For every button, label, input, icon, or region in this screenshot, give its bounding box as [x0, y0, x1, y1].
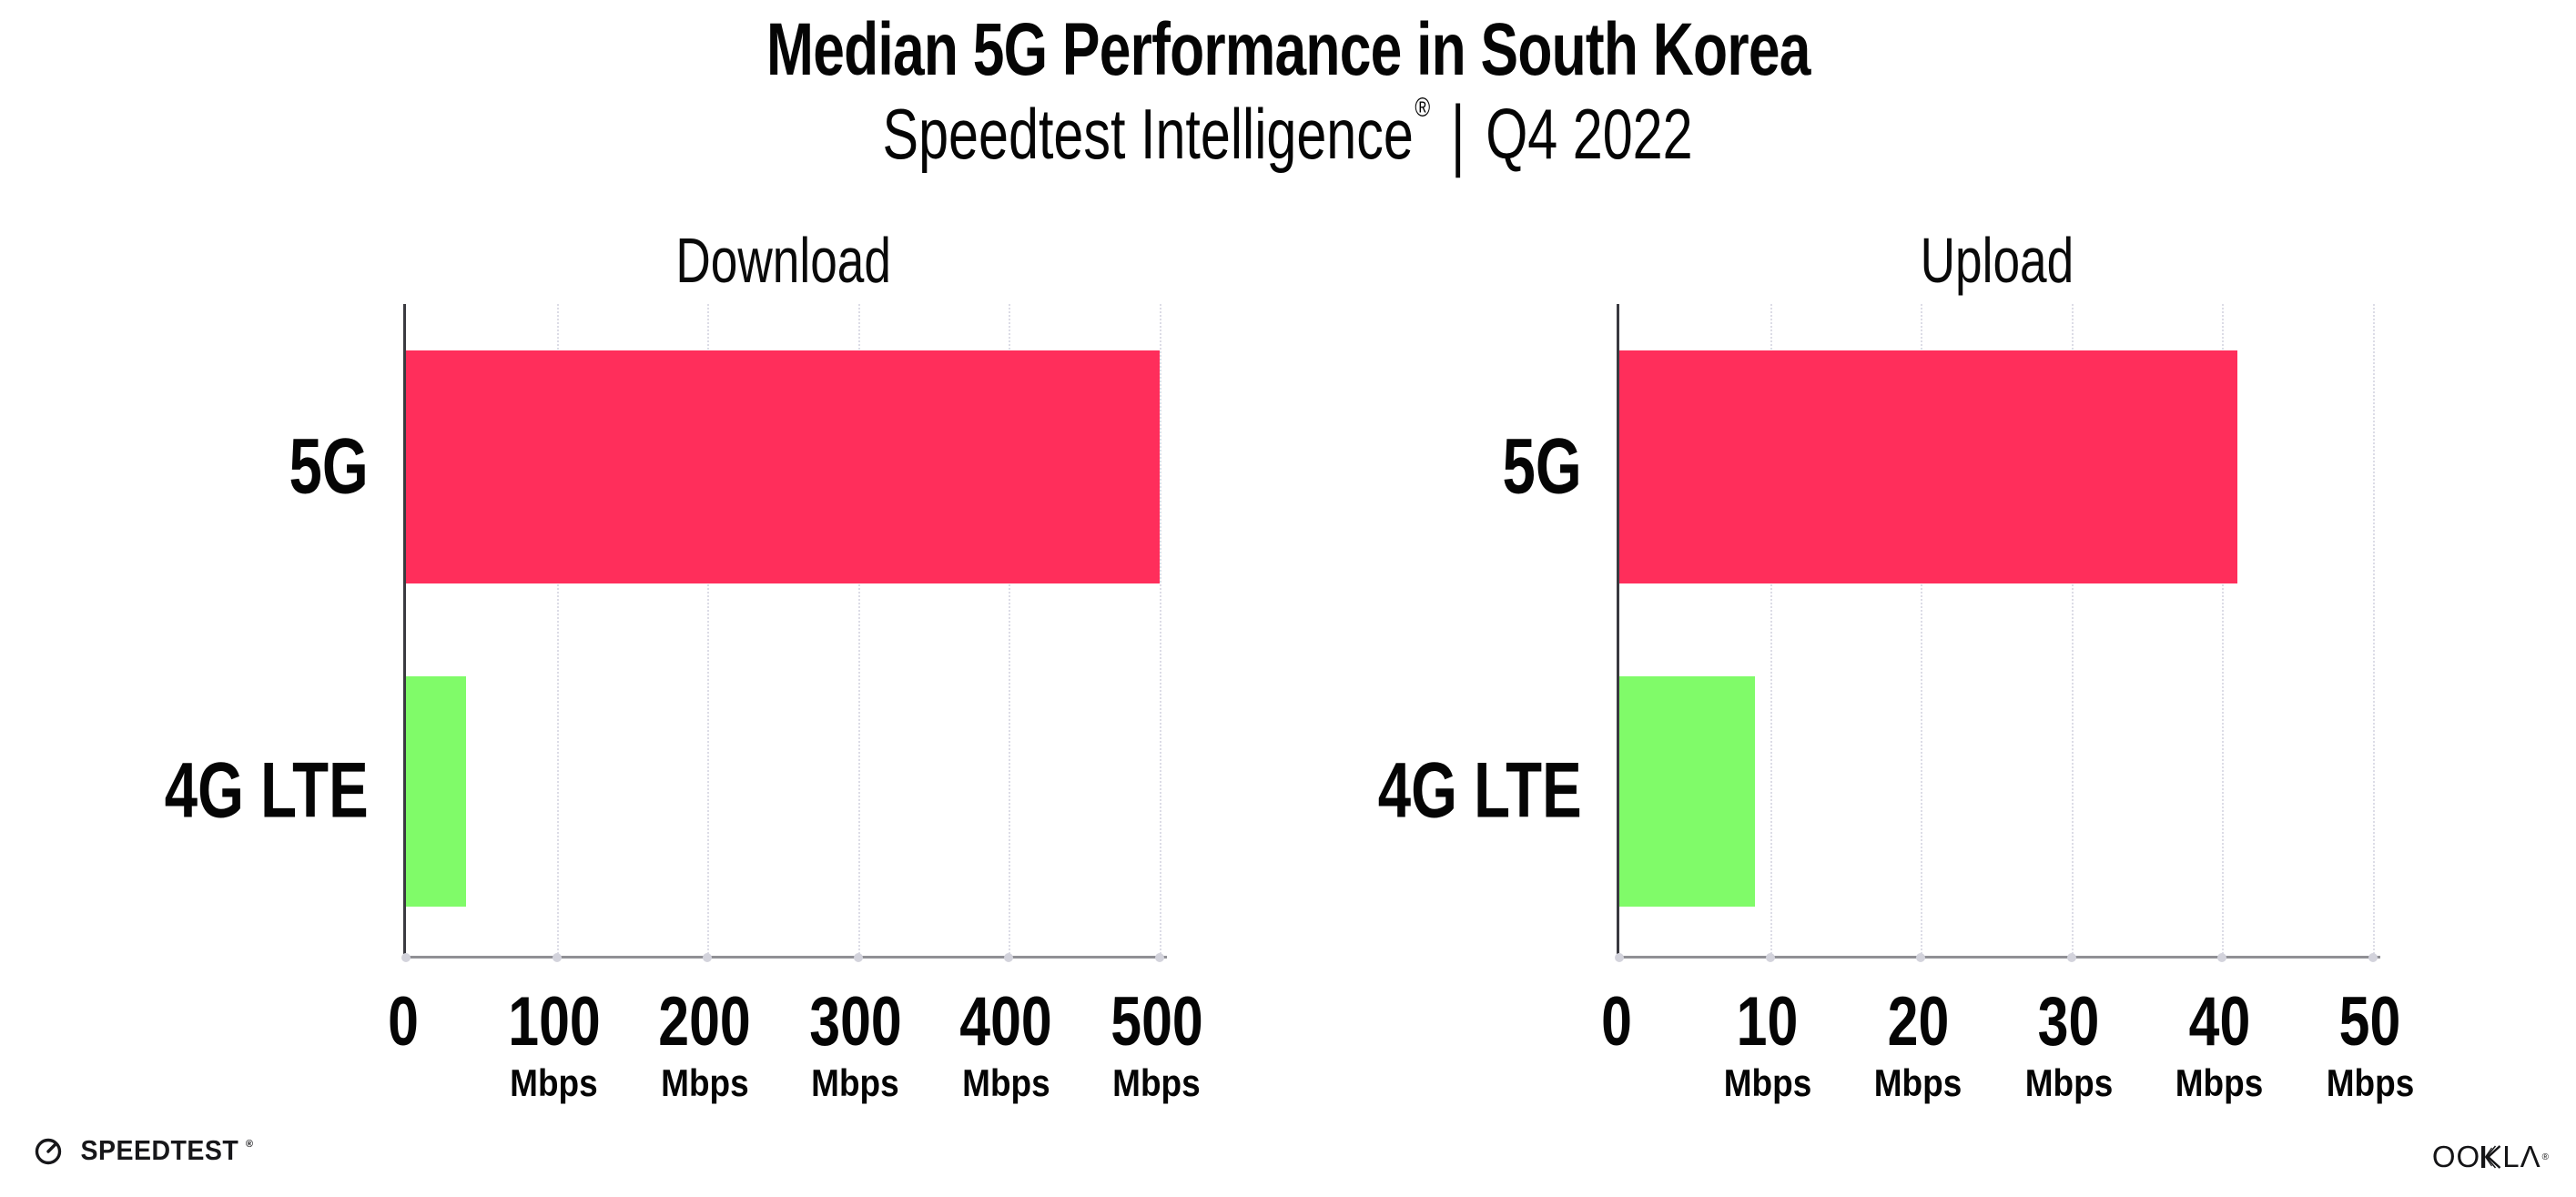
axis-tick-dot-0 — [401, 953, 411, 962]
axis-tick-dot-20 — [1916, 953, 1926, 962]
gridline-300 — [857, 304, 860, 961]
speedtest-wordmark: SPEEDTEST ® — [80, 1134, 254, 1166]
category-label-text: 4G LTE — [165, 746, 369, 835]
x-tick-unit: Mbps — [2024, 1061, 2113, 1104]
speedtest-gauge-icon — [35, 1138, 62, 1165]
page-title: Median 5G Performance in South Korea — [0, 7, 2576, 93]
subtitle-separator: | — [1451, 88, 1465, 179]
x-tick-value: 20 — [1887, 983, 1949, 1060]
category-label-5g: 5G — [264, 422, 369, 512]
x-tick-unit: Mbps — [1112, 1061, 1201, 1104]
x-tick-unit: Mbps — [1723, 1061, 1811, 1104]
x-tick-500: 500 Mbps — [1099, 988, 1214, 1104]
x-tick-0: 0 — [1597, 988, 1636, 1057]
gridline-40 — [2222, 304, 2225, 961]
x-tick-unit: Mbps — [811, 1061, 899, 1104]
x-tick-30: 30 Mbps — [2019, 988, 2119, 1104]
x-axis-ticks: 0 10 Mbps 20 Mbps 30 Mbps 40 Mbps 50 Mbps — [1601, 988, 2414, 1142]
category-label-4g-lte: 4G LTE — [1313, 746, 1582, 837]
x-tick-unit: Mbps — [660, 1061, 749, 1104]
bar-5g — [406, 350, 1160, 584]
x-tick-20: 20 Mbps — [1868, 988, 1968, 1104]
plot-area — [1615, 304, 2380, 962]
axis-tick-dot-50 — [2368, 953, 2378, 962]
axis-tick-dot-40 — [2217, 953, 2227, 962]
gridline-30 — [2071, 304, 2074, 961]
download-chart-title: Download — [675, 225, 892, 296]
ookla-registered-mark: ® — [2541, 1151, 2549, 1162]
x-tick-300: 300 Mbps — [797, 988, 913, 1104]
page-title-text: Median 5G Performance in South Korea — [766, 8, 1810, 91]
x-tick-value: 300 — [808, 983, 902, 1060]
subtitle-brand: Speedtest Intelligence — [882, 94, 1415, 174]
speedtest-registered-mark: ® — [245, 1139, 254, 1150]
x-tick-value: 0 — [1601, 983, 1632, 1060]
x-tick-0: 0 — [384, 988, 422, 1057]
axis-tick-dot-100 — [552, 953, 562, 962]
gridline-400 — [1009, 304, 1011, 961]
x-tick-value: 30 — [2037, 983, 2100, 1060]
x-tick-value: 500 — [1110, 983, 1203, 1060]
x-tick-unit: Mbps — [510, 1061, 598, 1104]
ookla-logo: OO LΛ ® — [2432, 1140, 2549, 1174]
ookla-wordmark-prefix: OO — [2431, 1140, 2481, 1173]
bar-5g — [1619, 350, 2237, 584]
x-tick-value: 40 — [2188, 983, 2250, 1060]
ookla-hatched-k-icon — [2481, 1145, 2501, 1169]
y-labels: 5G 4G LTE — [1345, 304, 1582, 956]
gridline-200 — [707, 304, 710, 961]
gridline-500 — [1159, 304, 1161, 961]
bar-4g-lte — [1619, 675, 1755, 907]
gridline-10 — [1770, 304, 1772, 961]
axis-tick-dot-300 — [853, 953, 863, 962]
x-tick-value: 0 — [388, 983, 419, 1060]
upload-chart-title: Upload — [1920, 225, 2074, 296]
x-tick-value: 400 — [959, 983, 1052, 1060]
bar-4g-lte — [406, 675, 467, 907]
gridline-20 — [1921, 304, 1923, 961]
x-tick-value: 100 — [507, 983, 601, 1060]
axis-tick-dot-400 — [1004, 953, 1014, 962]
category-label-5g: 5G — [1477, 422, 1582, 512]
plot-area — [401, 304, 1167, 962]
x-tick-value: 200 — [658, 983, 751, 1060]
x-tick-400: 400 Mbps — [948, 988, 1064, 1104]
x-tick-40: 40 Mbps — [2169, 988, 2269, 1104]
x-tick-value: 10 — [1736, 983, 1799, 1060]
x-tick-value: 50 — [2338, 983, 2401, 1060]
x-tick-50: 50 Mbps — [2320, 988, 2420, 1104]
category-label-text: 5G — [289, 422, 369, 511]
x-tick-200: 200 Mbps — [647, 988, 763, 1104]
axis-tick-dot-500 — [1154, 953, 1164, 962]
category-label-text: 4G LTE — [1378, 746, 1582, 835]
x-tick-unit: Mbps — [961, 1061, 1050, 1104]
category-label-4g-lte: 4G LTE — [100, 746, 369, 837]
registered-mark: ® — [1415, 93, 1431, 123]
axis-tick-dot-10 — [1765, 953, 1775, 962]
x-tick-10: 10 Mbps — [1718, 988, 1818, 1104]
download-chart: Download 5G 4G LTE 0 100 Mbps 200 Mbps 300 Mbps… — [132, 218, 1202, 1147]
x-tick-unit: Mbps — [2175, 1061, 2264, 1104]
ookla-wordmark-suffix: LΛ — [2502, 1140, 2541, 1173]
axis-tick-dot-200 — [703, 953, 713, 962]
axis-tick-dot-30 — [2066, 953, 2076, 962]
gridline-50 — [2372, 304, 2375, 961]
x-tick-unit: Mbps — [2326, 1061, 2414, 1104]
subtitle-period: Q4 2022 — [1486, 94, 1694, 174]
x-axis-ticks: 0 100 Mbps 200 Mbps 300 Mbps 400 Mbps 500 Mbps — [388, 988, 1202, 1142]
page-subtitle: Speedtest Intelligence® | Q4 2022 — [0, 89, 2576, 179]
axis-tick-dot-0 — [1615, 953, 1624, 962]
x-tick-unit: Mbps — [1873, 1061, 1962, 1104]
gridline-100 — [556, 304, 559, 961]
upload-chart: Upload 5G 4G LTE 0 10 Mbps 20 Mbps 30 Mbps 40 Mbp… — [1345, 218, 2414, 1147]
y-labels: 5G 4G LTE — [132, 304, 369, 956]
category-label-text: 5G — [1502, 422, 1582, 511]
x-tick-100: 100 Mbps — [496, 988, 612, 1104]
speedtest-logo: SPEEDTEST ® — [33, 1134, 253, 1167]
